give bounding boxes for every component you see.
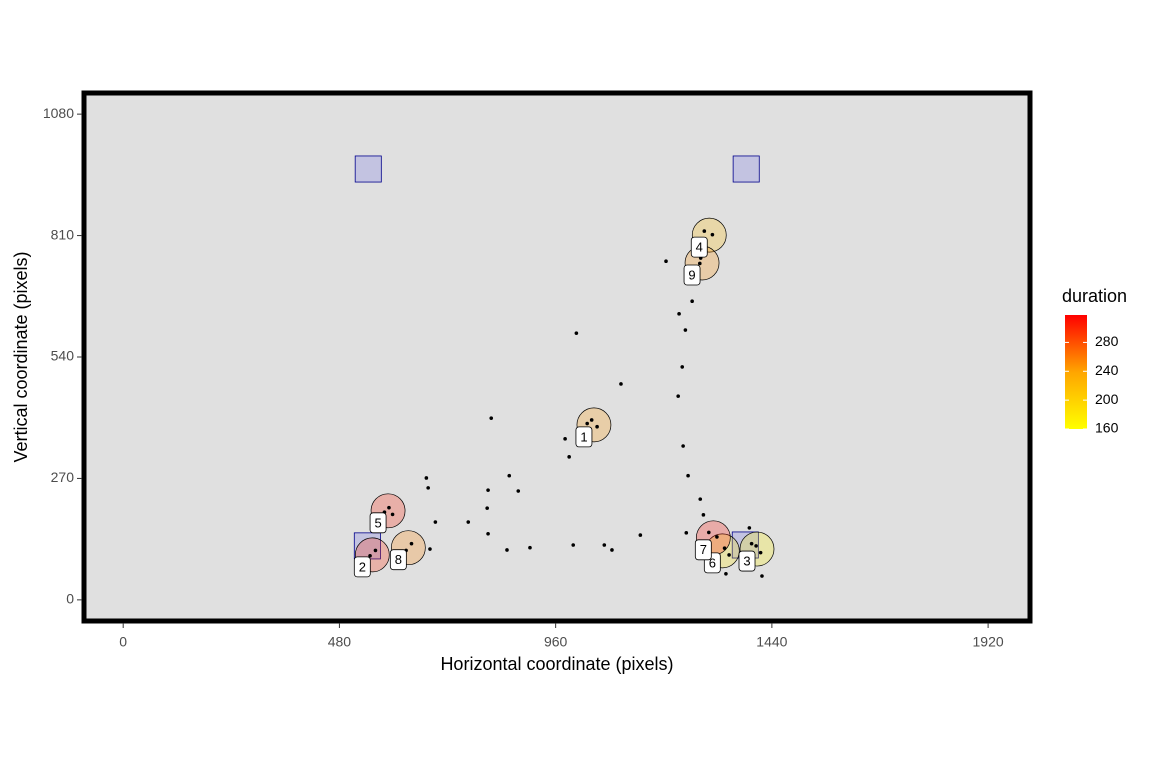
gaze-point: [602, 543, 607, 547]
fixation-label-box: [575, 426, 593, 448]
gaze-point: [760, 574, 764, 578]
colorbar-label: 280: [1095, 333, 1119, 349]
fixation-label: 9: [688, 267, 695, 282]
gaze-point: [409, 541, 414, 546]
fixation-label: 2: [359, 559, 366, 574]
fixation-label-box: [389, 549, 407, 571]
gaze-point: [681, 444, 685, 448]
gaze-point: [715, 535, 719, 539]
gaze-point: [698, 261, 702, 266]
gaze-point: [758, 550, 763, 555]
gaze-point: [684, 531, 689, 535]
fixation-label: 8: [395, 552, 402, 567]
gaze-point: [595, 424, 599, 429]
gaze-point: [619, 382, 623, 386]
gaze-point: [373, 548, 378, 553]
plot-panel: [84, 93, 1030, 621]
fixation-label: 5: [374, 515, 381, 530]
fixation-label: 7: [700, 542, 707, 557]
gaze-point: [516, 489, 521, 493]
colorbar: [1065, 315, 1087, 429]
gaze-point: [724, 571, 728, 576]
gaze-point: [486, 531, 490, 536]
fixation-label: 4: [696, 240, 703, 255]
gaze-point: [722, 546, 727, 550]
aoi: [732, 155, 760, 183]
gaze-point: [680, 365, 685, 369]
x-tick-label: 480: [328, 634, 352, 650]
gaze-point: [368, 553, 372, 558]
x-tick-label: 1920: [973, 634, 1004, 650]
gaze-point: [433, 520, 438, 524]
fixation-label-box: [369, 512, 387, 534]
gaze-point: [754, 544, 758, 548]
gaze-point: [683, 328, 688, 332]
gaze-point: [390, 512, 395, 517]
y-tick-label: 810: [51, 226, 75, 242]
fixation-label: 3: [743, 553, 750, 568]
gaze-point: [507, 473, 512, 478]
gaze-point: [610, 548, 614, 552]
y-tick-label: 1080: [43, 105, 74, 121]
y-tick-label: 0: [66, 591, 74, 607]
gaze-point: [638, 533, 643, 537]
x-tick-label: 0: [119, 634, 127, 650]
colorbar-label: 240: [1095, 362, 1119, 378]
aoi: [354, 155, 382, 183]
gaze-point: [466, 520, 471, 524]
fixation-label-box: [353, 556, 371, 578]
gaze-point: [505, 548, 509, 552]
fixation-label: 1: [580, 429, 587, 444]
gaze-point: [489, 416, 494, 420]
gaze-point: [677, 312, 681, 316]
gaze-point: [710, 232, 715, 237]
gaze-point: [585, 421, 589, 426]
gaze-point: [664, 259, 668, 264]
gaze-point: [727, 553, 731, 557]
gaze-point: [702, 229, 707, 233]
y-tick-label: 540: [51, 348, 75, 364]
gaze-point: [563, 437, 567, 441]
y-tick-label: 270: [51, 469, 75, 485]
fixation-label: 6: [709, 555, 716, 570]
gaze-point: [574, 331, 579, 335]
gaze-point: [424, 476, 429, 480]
gaze-point: [426, 486, 430, 490]
gaze-point: [749, 541, 754, 546]
gaze-point: [589, 418, 594, 422]
gaze-point: [567, 455, 571, 459]
gaze-point: [428, 547, 432, 551]
gaze-point: [387, 505, 391, 510]
colorbar-label: 200: [1095, 391, 1119, 407]
gaze-point: [747, 526, 752, 530]
fixation-label-box: [694, 539, 712, 561]
fixation-label-box: [683, 264, 701, 286]
x-tick-label: 960: [544, 634, 568, 650]
aoi: [353, 532, 381, 560]
gaze-point: [485, 506, 489, 510]
gaze-point: [707, 530, 711, 535]
x-tick-label: 1440: [756, 634, 787, 650]
panel-border: [81, 90, 1033, 624]
gaze-point: [528, 545, 532, 550]
y-axis-label: Vertical coordinate (pixels): [11, 251, 31, 462]
gaze-point: [676, 394, 680, 398]
x-axis-label: Horizontal coordinate (pixels): [440, 654, 673, 674]
fixation-label-box: [690, 236, 708, 258]
gaze-point: [698, 497, 703, 501]
gaze-point: [690, 299, 694, 304]
gaze-point: [571, 543, 576, 547]
gaze-point: [701, 513, 706, 517]
colorbar-label: 160: [1095, 420, 1119, 436]
legend-title: duration: [1062, 286, 1127, 306]
gaze-point: [486, 488, 490, 492]
gaze-point: [686, 473, 690, 478]
fixation-label-box: [738, 550, 756, 572]
